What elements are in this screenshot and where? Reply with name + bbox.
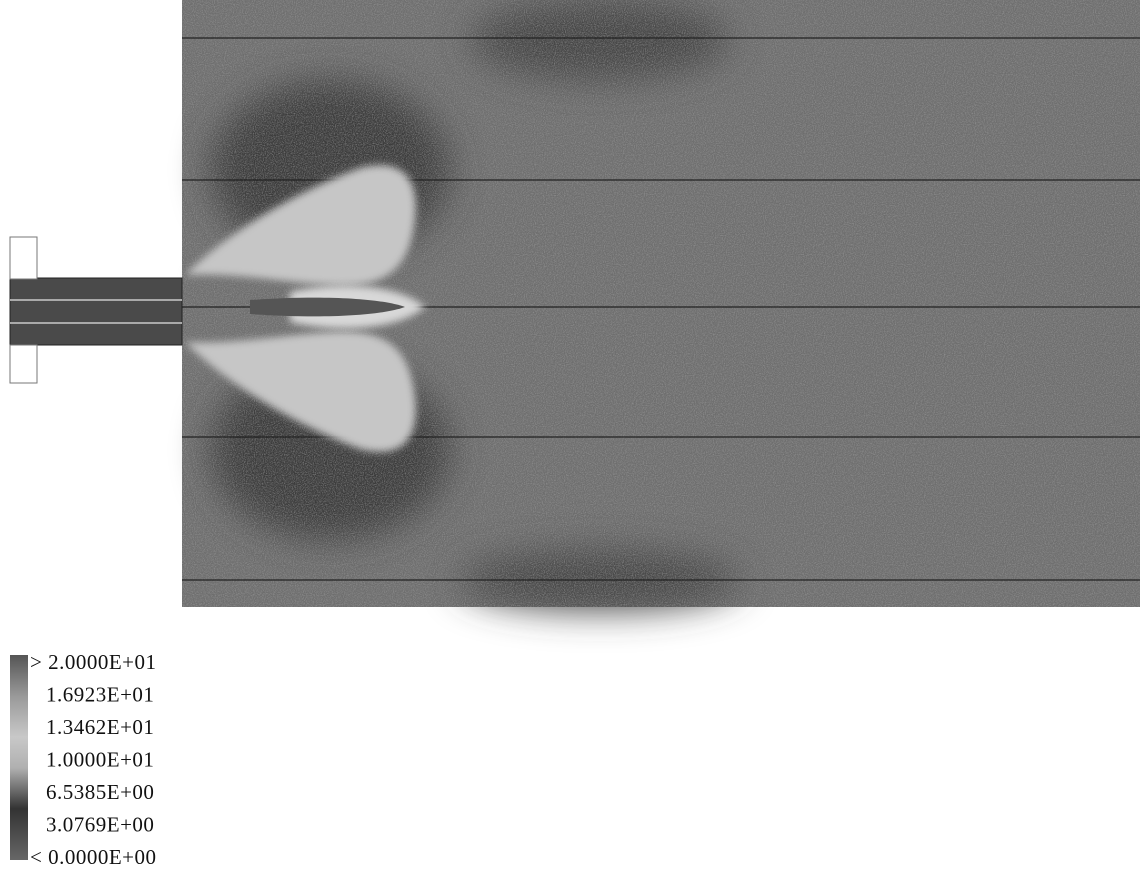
legend-label: 3.0769E+00 <box>46 812 154 836</box>
color-bar <box>10 655 28 860</box>
legend-label: < 0.0000E+00 <box>30 845 157 869</box>
legend-label: > 2.0000E+01 <box>30 650 157 674</box>
legend-label: 1.0000E+01 <box>46 747 154 771</box>
page: > 2.0000E+01 1.6923E+01 1.3462E+01 1.0000E+… <box>0 0 1140 871</box>
legend: > 2.0000E+01 1.6923E+01 1.3462E+01 1.0000E+… <box>10 650 157 869</box>
legend-label: 6.5385E+00 <box>46 780 154 804</box>
nozzle <box>10 237 182 383</box>
figure: > 2.0000E+01 1.6923E+01 1.3462E+01 1.0000E+… <box>0 0 1140 871</box>
contour-plot <box>10 0 1140 610</box>
legend-label: 1.3462E+01 <box>46 715 154 739</box>
legend-label: 1.6923E+01 <box>46 682 154 706</box>
